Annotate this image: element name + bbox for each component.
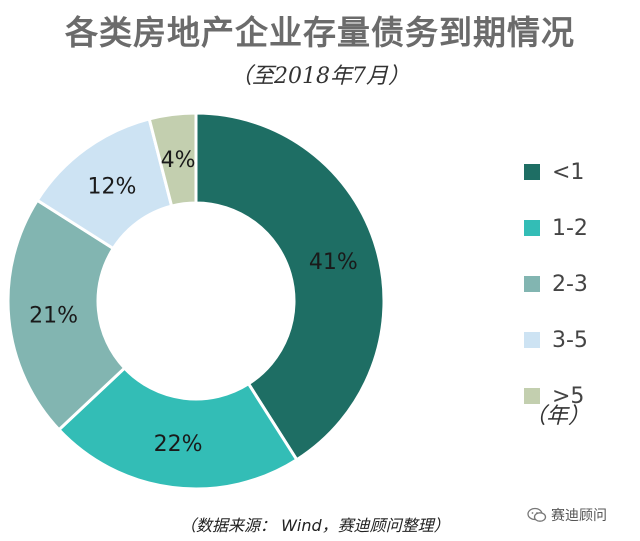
legend-item: 1-2 <box>524 200 634 256</box>
donut-slice-1 <box>56 365 299 491</box>
legend-swatch <box>524 332 540 348</box>
legend-swatch <box>524 276 540 292</box>
legend-label: <1 <box>552 159 585 185</box>
legend-label: 2-3 <box>552 271 588 297</box>
watermark: 赛迪顾问 <box>527 505 607 525</box>
chart-title: 各类房地产企业存量债务到期情况 <box>65 13 575 52</box>
legend-swatch <box>524 388 540 404</box>
legend-label: >5 <box>552 383 585 409</box>
wechat-icon <box>527 507 547 522</box>
slice-value-label: 21% <box>29 303 78 328</box>
legend-swatch <box>524 164 540 180</box>
slice-value-label: 22% <box>154 432 203 457</box>
donut-slice-4 <box>147 111 198 208</box>
legend: <1 1-2 2-3 3-5 >5 <box>524 144 634 424</box>
legend-item: 2-3 <box>524 256 634 312</box>
donut-slice-0 <box>194 111 386 462</box>
slice-value-label: 41% <box>309 250 358 275</box>
legend-label: 3-5 <box>552 327 588 353</box>
slice-value-label: 12% <box>87 174 136 199</box>
legend-item: 3-5 <box>524 312 634 368</box>
legend-swatch <box>524 220 540 236</box>
legend-item: <1 <box>524 144 634 200</box>
watermark-text: 赛迪顾问 <box>551 508 607 524</box>
chart-subtitle: （至2018年7月） <box>230 64 410 89</box>
donut-slice-2 <box>6 198 127 432</box>
slice-value-label: 4% <box>161 148 196 173</box>
legend-unit: （年） <box>524 404 591 429</box>
legend-item: >5 <box>524 368 634 424</box>
legend-label: 1-2 <box>552 215 588 241</box>
source-note: （数据来源： Wind，赛迪顾问整理） <box>180 516 450 535</box>
